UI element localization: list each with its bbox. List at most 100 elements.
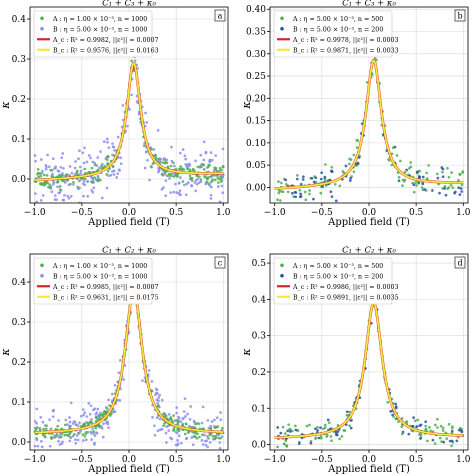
- data-point: [448, 439, 452, 443]
- data-point: [175, 191, 179, 194]
- x-axis: −1.0 −0.5 0.0 0.5 1.0: [264, 203, 471, 218]
- data-point: [192, 169, 196, 173]
- data-point: [324, 163, 327, 166]
- data-point: [148, 178, 151, 182]
- data-point: [158, 161, 162, 164]
- data-point: [90, 180, 93, 184]
- data-point: [450, 429, 454, 433]
- data-point: [295, 177, 299, 181]
- data-point: [82, 161, 86, 165]
- data-point: [436, 417, 439, 421]
- data-point: [164, 179, 168, 183]
- data-point: [436, 176, 440, 180]
- data-point: [34, 159, 37, 163]
- data-point: [175, 406, 179, 409]
- data-point: [194, 435, 197, 438]
- data-point: [85, 415, 89, 418]
- data-point: [286, 429, 289, 433]
- data-point: [397, 175, 401, 179]
- data-point: [400, 417, 404, 420]
- data-point: [308, 192, 311, 196]
- data-point: [179, 176, 182, 179]
- data-point: [84, 432, 88, 436]
- data-point: [190, 184, 193, 187]
- legend-label: B : η = 5.00 × 10⁻³, n = 1000: [53, 273, 147, 280]
- data-point: [445, 437, 449, 440]
- data-point: [425, 171, 428, 175]
- data-point: [78, 431, 81, 435]
- data-point: [39, 199, 43, 202]
- data-point: [60, 427, 64, 431]
- legend-marker: [280, 273, 284, 278]
- data-point: [83, 411, 87, 415]
- data-point: [144, 111, 147, 115]
- data-point: [365, 81, 369, 84]
- legend: A : η = 1.00 × 10⁻³, n = 1000 B : η = 5.0…: [33, 10, 159, 58]
- data-point: [165, 158, 169, 162]
- data-point: [288, 430, 292, 433]
- legend-marker: [40, 273, 44, 278]
- data-point: [92, 432, 96, 435]
- data-point: [79, 169, 83, 173]
- data-point: [39, 416, 43, 419]
- legend-box: [273, 10, 393, 58]
- data-point: [400, 425, 404, 429]
- legend-label: B : η = 5.00 × 10⁻³, n = 200: [293, 273, 383, 280]
- data-point: [119, 162, 123, 166]
- data-point: [82, 179, 86, 183]
- data-point: [41, 183, 45, 187]
- data-point: [206, 419, 210, 422]
- data-point: [83, 183, 87, 187]
- data-point: [73, 166, 77, 170]
- data-point: [194, 159, 197, 163]
- data-point: [184, 414, 187, 418]
- data-point: [87, 154, 91, 157]
- x-tick-label: −1.0: [24, 208, 46, 218]
- data-point: [220, 168, 223, 172]
- data-point: [335, 433, 339, 437]
- data-point: [277, 180, 280, 183]
- legend-item: A_c : R² = 0.9982, ||ε²|| = 0.0007: [37, 37, 159, 44]
- data-point: [72, 433, 76, 436]
- data-point: [155, 416, 159, 420]
- data-point: [102, 422, 105, 425]
- data-point: [215, 416, 219, 420]
- y-tick-label: 0.25: [246, 72, 266, 82]
- data-point: [90, 166, 94, 170]
- x-tick-label: −0.5: [71, 208, 93, 218]
- data-point: [155, 388, 159, 392]
- data-point: [433, 423, 437, 427]
- data-point: [281, 190, 285, 194]
- data-point: [65, 433, 69, 437]
- data-point: [319, 177, 323, 181]
- data-point: [348, 410, 351, 414]
- data-point: [61, 172, 64, 175]
- legend-item: A_c : R² = 0.9985, ||ε²|| = 0.0007: [37, 284, 159, 291]
- data-point: [177, 415, 180, 419]
- data-point: [168, 177, 171, 180]
- y-axis: 0.0 0.1 0.2 0.3 0.4: [12, 15, 30, 185]
- data-point: [188, 164, 192, 167]
- data-point: [208, 441, 212, 444]
- data-point: [41, 194, 45, 197]
- data-point: [415, 170, 419, 174]
- data-point: [107, 174, 110, 178]
- data-point: [338, 184, 342, 188]
- data-point: [162, 412, 166, 415]
- data-point: [299, 192, 302, 196]
- data-point: [419, 436, 423, 440]
- legend: A : η = 1.00 × 10⁻³, n = 1000 B : η = 5.0…: [33, 257, 159, 305]
- data-point: [179, 420, 182, 423]
- data-point: [164, 414, 167, 418]
- data-point: [49, 168, 52, 172]
- data-point: [109, 173, 113, 177]
- data-point: [435, 172, 439, 176]
- data-point: [294, 424, 297, 428]
- panel-letter: c: [214, 256, 226, 269]
- legend-marker: [280, 263, 284, 268]
- data-point: [200, 421, 204, 425]
- data-point: [199, 153, 203, 157]
- data-point: [48, 186, 52, 189]
- data-point: [200, 439, 204, 442]
- data-point: [163, 161, 167, 165]
